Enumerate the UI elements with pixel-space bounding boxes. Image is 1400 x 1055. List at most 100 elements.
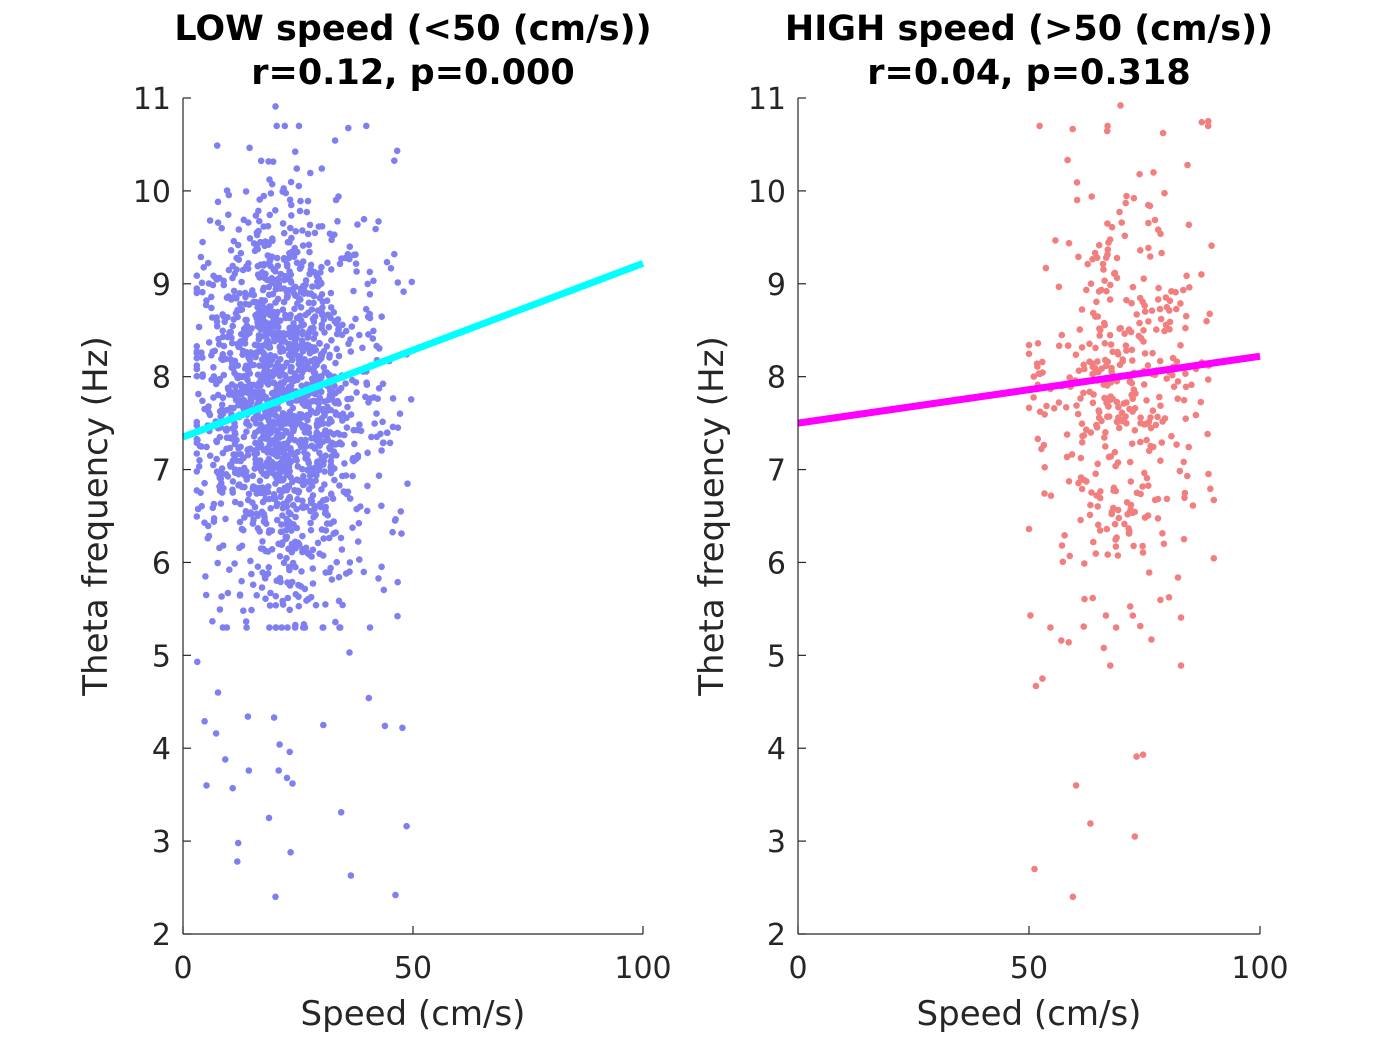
- data-point: [318, 165, 326, 172]
- data-point: [210, 461, 217, 469]
- data-point: [250, 361, 257, 369]
- data-point: [1133, 311, 1140, 318]
- data-point: [317, 500, 324, 507]
- data-point: [1157, 402, 1164, 410]
- data-point: [238, 306, 246, 313]
- data-point: [1128, 346, 1136, 354]
- x-tick-label: 50: [394, 951, 432, 986]
- data-point: [1148, 636, 1155, 643]
- data-point: [392, 516, 399, 523]
- data-point: [270, 714, 278, 721]
- data-point: [251, 450, 258, 458]
- data-point: [267, 505, 275, 512]
- data-point: [295, 122, 303, 130]
- data-point: [213, 142, 221, 149]
- data-point: [229, 322, 236, 330]
- data-point: [222, 515, 229, 523]
- data-point: [283, 526, 290, 534]
- data-point: [265, 529, 273, 536]
- data-point: [353, 389, 360, 396]
- data-point: [1041, 490, 1048, 497]
- data-point: [291, 624, 299, 631]
- data-point: [1210, 555, 1218, 562]
- data-point: [259, 388, 266, 396]
- data-point: [206, 217, 214, 224]
- data-point: [1163, 303, 1171, 311]
- data-point: [1105, 402, 1112, 410]
- data-point: [1145, 318, 1152, 325]
- data-point: [255, 336, 263, 343]
- data-point: [1077, 395, 1084, 402]
- data-point: [277, 432, 284, 439]
- data-point: [1168, 432, 1175, 440]
- data-point: [332, 411, 340, 418]
- data-point: [334, 397, 341, 405]
- data-point: [304, 230, 312, 238]
- data-point: [1035, 370, 1043, 377]
- data-point: [1059, 558, 1067, 566]
- scatter-points: [193, 103, 416, 901]
- data-point: [326, 445, 334, 453]
- data-point: [1149, 349, 1156, 357]
- data-point: [272, 363, 279, 371]
- data-point: [203, 782, 210, 789]
- data-point: [363, 507, 371, 515]
- data-point: [1136, 170, 1143, 178]
- data-point: [1198, 118, 1206, 126]
- data-point: [220, 313, 227, 320]
- data-point: [219, 333, 227, 341]
- data-point: [1032, 682, 1040, 690]
- data-point: [236, 290, 243, 297]
- data-point: [292, 513, 299, 521]
- data-point: [302, 451, 310, 459]
- data-point: [307, 519, 314, 527]
- data-point: [1091, 364, 1099, 372]
- y-tick-label: 2: [152, 918, 171, 953]
- data-point: [258, 584, 266, 591]
- data-point: [237, 451, 245, 458]
- data-point: [291, 436, 299, 444]
- data-point: [258, 376, 265, 383]
- data-point: [193, 354, 201, 362]
- data-point: [1117, 102, 1124, 109]
- data-point: [1100, 644, 1108, 652]
- data-point: [307, 526, 315, 534]
- data-point: [1147, 442, 1154, 450]
- data-point: [1206, 310, 1213, 318]
- data-point: [267, 358, 274, 366]
- data-point: [272, 480, 279, 487]
- data-point: [269, 290, 277, 298]
- chart-title: HIGH speed (>50 (cm/s)): [785, 9, 1273, 49]
- data-point: [253, 592, 260, 599]
- data-point: [370, 277, 377, 285]
- data-point: [332, 196, 340, 204]
- data-point: [273, 254, 281, 262]
- data-point: [218, 224, 225, 232]
- data-point: [281, 372, 289, 379]
- data-point: [198, 279, 206, 287]
- data-point: [240, 396, 248, 404]
- data-point: [1126, 603, 1134, 610]
- data-point: [1136, 294, 1144, 302]
- data-point: [1158, 249, 1165, 257]
- data-point: [261, 320, 269, 328]
- data-point: [196, 442, 204, 450]
- data-point: [214, 198, 222, 206]
- data-point: [345, 124, 352, 132]
- data-point: [249, 581, 257, 588]
- data-point: [266, 602, 274, 609]
- x-tick-label: 50: [1010, 951, 1048, 986]
- data-point: [220, 484, 227, 492]
- data-point: [212, 730, 220, 737]
- data-point: [258, 508, 266, 516]
- data-point: [354, 452, 362, 459]
- data-point: [403, 822, 410, 830]
- data-point: [200, 264, 207, 271]
- data-point: [379, 418, 386, 426]
- chart-subtitle: r=0.04, p=0.318: [867, 53, 1191, 93]
- data-point: [279, 220, 287, 227]
- data-point: [201, 519, 208, 526]
- data-point: [268, 253, 276, 261]
- data-point: [1122, 199, 1129, 207]
- data-point: [300, 472, 307, 480]
